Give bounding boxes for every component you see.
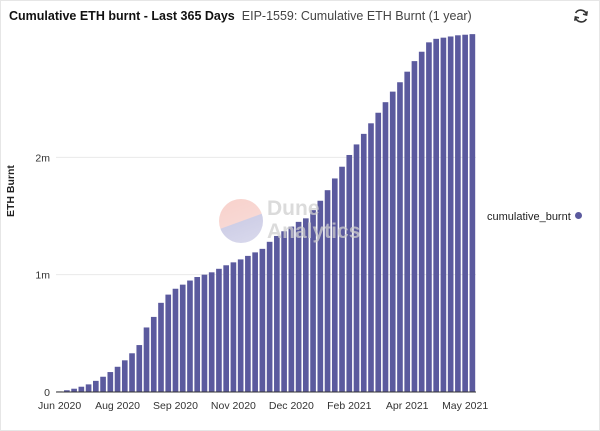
bar <box>187 280 193 392</box>
y-tick-label: 1m <box>35 270 50 282</box>
bar <box>281 231 287 392</box>
legend[interactable]: cumulative_burnt <box>487 211 582 223</box>
bar <box>172 288 179 392</box>
legend-label: cumulative_burnt <box>487 211 571 223</box>
x-tick-label: May 2021 <box>442 400 488 412</box>
bar <box>237 259 244 392</box>
bar <box>353 144 360 392</box>
bar <box>455 35 461 392</box>
bar <box>295 221 302 392</box>
bar <box>375 112 382 392</box>
bar <box>194 277 201 392</box>
bar <box>64 390 70 392</box>
x-tick-label: Apr 2021 <box>386 400 429 412</box>
bar <box>165 294 172 392</box>
chart-header: Cumulative ETH burnt - Last 365 Days EIP-… <box>9 9 559 27</box>
y-tick-label: 2m <box>35 152 50 164</box>
bar <box>288 226 295 392</box>
bar <box>129 353 135 392</box>
bar <box>397 82 403 393</box>
bar <box>411 61 418 393</box>
y-tick-label: 0 <box>44 387 50 399</box>
bar <box>389 91 396 393</box>
bar <box>440 37 447 393</box>
bar <box>266 241 273 392</box>
bar <box>201 274 208 392</box>
bar <box>121 360 128 392</box>
bar <box>426 42 432 392</box>
bar <box>114 366 121 392</box>
bar <box>216 268 222 392</box>
x-tick-label: Jun 2020 <box>38 400 81 412</box>
bar <box>223 265 229 392</box>
x-tick-label: Aug 2020 <box>95 400 140 412</box>
bar <box>447 36 454 392</box>
bar <box>208 272 215 392</box>
bar <box>78 386 85 392</box>
bar <box>469 34 476 393</box>
bar <box>107 372 114 392</box>
x-tick-label: Dec 2020 <box>269 400 314 412</box>
bar <box>136 345 143 392</box>
bar <box>324 190 331 392</box>
bar <box>462 34 468 392</box>
bar <box>303 218 309 392</box>
bar <box>346 154 353 392</box>
x-tick-label: Nov 2020 <box>211 400 256 412</box>
bar <box>230 262 237 392</box>
bar <box>100 376 106 392</box>
bar <box>368 123 374 392</box>
bar <box>382 102 389 392</box>
bar <box>317 200 324 392</box>
refresh-icon[interactable] <box>571 6 591 26</box>
bar <box>143 327 150 392</box>
bar <box>274 235 280 392</box>
bar <box>150 316 157 392</box>
bar <box>252 252 258 392</box>
bar <box>71 388 77 392</box>
bar <box>259 248 266 392</box>
bar <box>93 380 99 392</box>
bar <box>360 133 367 392</box>
legend-marker <box>574 212 582 219</box>
bar <box>179 284 186 392</box>
x-tick-label: Sep 2020 <box>153 400 198 412</box>
bar <box>158 302 164 392</box>
bar <box>310 210 316 392</box>
bar <box>339 166 345 392</box>
bar <box>404 71 411 393</box>
bar <box>331 178 338 392</box>
x-tick-label: Feb 2021 <box>327 400 372 412</box>
bar <box>245 255 251 392</box>
chart-title: Cumulative ETH burnt - Last 365 Days <box>9 9 235 23</box>
y-axis-label: ETH Burnt <box>5 165 17 217</box>
bar <box>85 384 92 392</box>
bar <box>433 38 439 393</box>
chart-subtitle: EIP-1559: Cumulative ETH Burnt (1 year) <box>241 9 472 23</box>
bar <box>418 51 425 392</box>
